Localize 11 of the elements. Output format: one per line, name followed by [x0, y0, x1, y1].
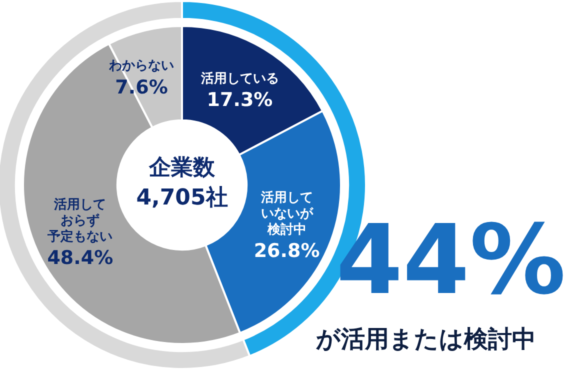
text: 企業数 — [148, 156, 216, 181]
data-label: 48.4% — [47, 247, 114, 270]
slice-label: 活用しておらず予定もない — [46, 198, 113, 244]
data-label: 7.6% — [115, 76, 168, 98]
slice-label: 活用していないが検討中 — [260, 190, 314, 238]
slice-label: 活用している — [200, 72, 279, 87]
data-label: 17.3% — [206, 89, 273, 112]
data-label: 26.8% — [254, 240, 320, 262]
text: 4,705社 — [136, 186, 228, 211]
text: 44% — [336, 204, 566, 316]
text: が活用または検討中 — [316, 324, 536, 355]
